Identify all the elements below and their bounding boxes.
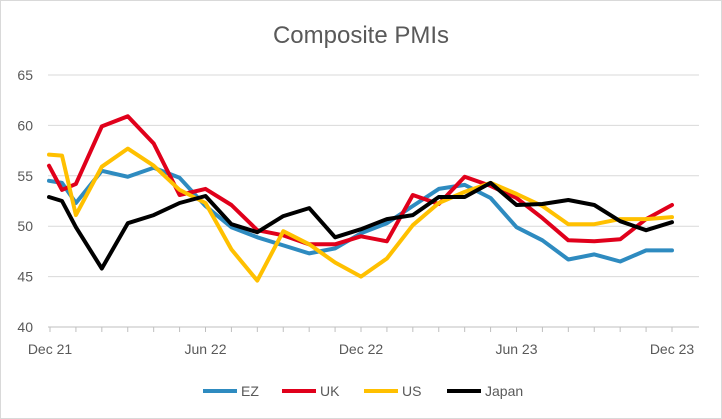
chart-title: Composite PMIs (273, 22, 449, 49)
legend: EZ UK US Japan (203, 383, 523, 399)
series-line-us (47, 146, 674, 283)
y-axis-tick-labels: 40 45 50 55 60 65 (17, 67, 33, 335)
y-tick-label: 45 (17, 269, 33, 285)
series-lines (47, 114, 674, 283)
y-tick-label: 40 (17, 319, 33, 335)
x-tick-label: Dec 22 (339, 341, 384, 357)
x-axis: Dec 21 Jun 22 Dec 22 Jun 23 Dec 23 (28, 326, 699, 357)
y-tick-label: 65 (17, 67, 33, 83)
x-tick-label: Dec 21 (28, 341, 73, 357)
legend-label-us: US (402, 383, 421, 399)
series-line-japan (47, 180, 674, 271)
x-tick-label: Dec 23 (650, 341, 695, 357)
y-tick-label: 55 (17, 168, 33, 184)
x-tick-label: Jun 23 (495, 341, 537, 357)
x-tick-label: Jun 22 (184, 341, 226, 357)
legend-label-ez: EZ (241, 383, 259, 399)
series-line-ez (47, 165, 674, 264)
gridlines (48, 74, 699, 278)
y-tick-label: 50 (17, 218, 33, 234)
series-line-uk (47, 114, 674, 247)
legend-label-uk: UK (320, 383, 340, 399)
y-tick-label: 60 (17, 117, 33, 133)
legend-label-japan: Japan (485, 383, 523, 399)
